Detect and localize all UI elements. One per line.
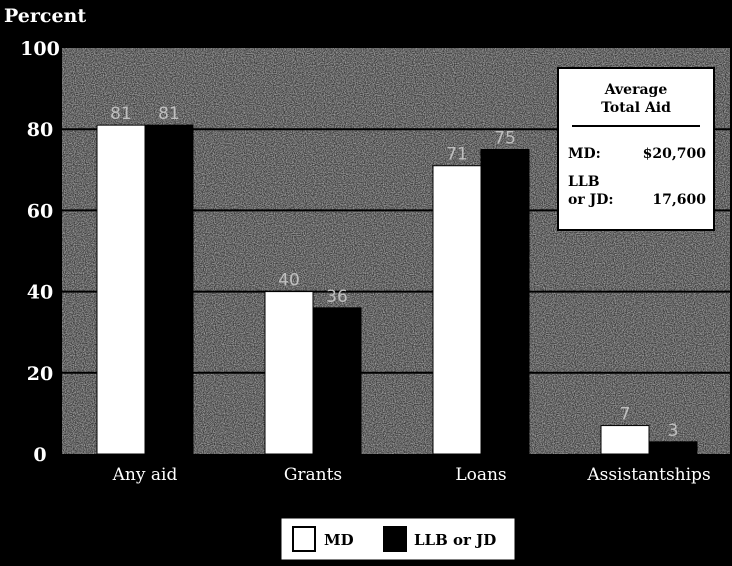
legend-label-md: MD xyxy=(324,531,354,549)
y-tick-label-0: 0 xyxy=(33,444,46,466)
average-total-aid-box: Average Total Aid MD: $20,700 LLB or JD:… xyxy=(557,67,715,231)
bar-loans-llb-or-jd xyxy=(480,149,530,455)
annotation-title-line2: Total Aid xyxy=(601,100,671,116)
y-tick-label-100: 100 xyxy=(20,38,60,60)
data-label-any-aid-llb-or-jd: 81 xyxy=(158,104,180,124)
annotation-box-bg xyxy=(557,67,715,231)
y-axis: 0 20 40 60 80 100 xyxy=(20,38,60,466)
legend-label-llb-or-jd: LLB or JD xyxy=(414,531,496,549)
data-label-loans-md: 71 xyxy=(446,145,468,165)
bar-grants-llb-or-jd xyxy=(312,307,362,455)
y-tick-label-20: 20 xyxy=(27,363,53,385)
legend: MD LLB or JD xyxy=(280,517,516,561)
y-tick-label-60: 60 xyxy=(27,200,53,222)
annotation-llb-label-line1: LLB xyxy=(568,174,600,190)
bar-any-aid-llb-or-jd xyxy=(144,124,194,455)
x-tick-label-loans: Loans xyxy=(455,465,506,485)
data-label-assistantships-llb-or-jd: 3 xyxy=(668,421,679,441)
data-label-assistantships-md: 7 xyxy=(620,405,631,425)
bars: 81 81 40 36 71 75 7 3 xyxy=(96,104,698,455)
data-label-any-aid-md: 81 xyxy=(110,104,132,124)
bar-any-aid-md xyxy=(96,124,146,455)
y-axis-label: Percent xyxy=(4,5,86,27)
legend-swatch-md xyxy=(292,526,316,552)
annotation-md-value: $20,700 xyxy=(643,146,707,162)
bar-assistantships-md xyxy=(600,425,650,455)
annotation-title-line1: Average xyxy=(604,82,668,98)
x-tick-label-any-aid: Any aid xyxy=(112,465,178,485)
data-label-loans-llb-or-jd: 75 xyxy=(494,129,516,149)
annotation-llb-label-line2: or JD: xyxy=(568,192,614,208)
bar-loans-md xyxy=(432,165,482,455)
x-tick-label-assistantships: Assistantships xyxy=(586,465,710,485)
bar-assistantships-llb-or-jd xyxy=(648,441,698,455)
y-tick-label-80: 80 xyxy=(27,119,53,141)
x-axis: Any aid Grants Loans Assistantships xyxy=(112,465,711,485)
legend-swatch-llb-or-jd xyxy=(383,526,407,552)
x-tick-label-grants: Grants xyxy=(284,465,342,485)
data-label-grants-md: 40 xyxy=(278,271,300,291)
bar-grants-md xyxy=(264,291,314,455)
annotation-llb-value: 17,600 xyxy=(652,192,706,208)
data-label-grants-llb-or-jd: 36 xyxy=(326,287,348,307)
y-tick-label-40: 40 xyxy=(27,282,53,304)
annotation-md-label: MD: xyxy=(568,146,601,162)
